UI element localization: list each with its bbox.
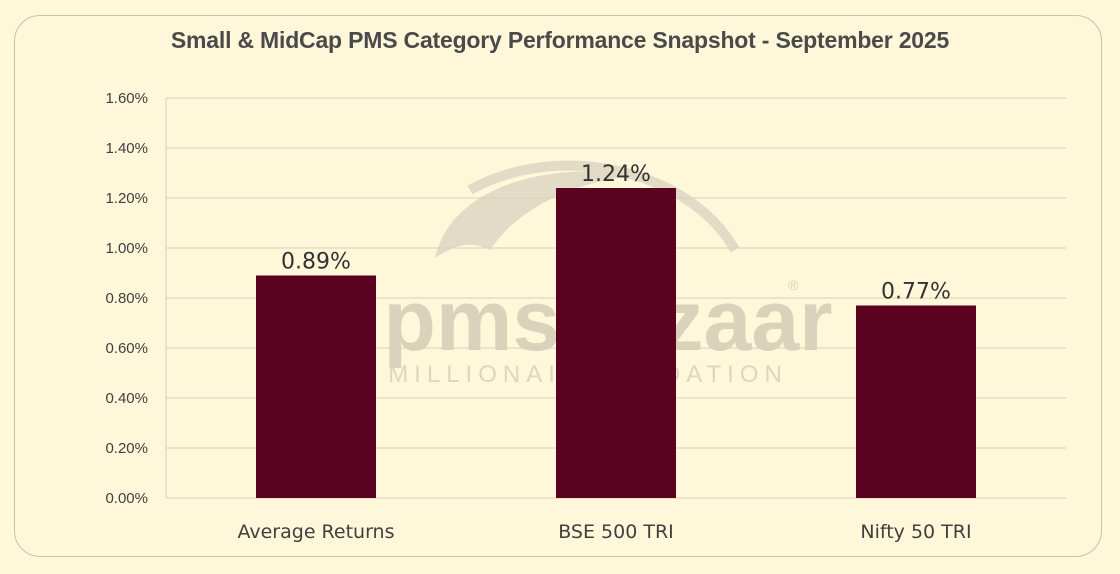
data-labels: 0.89% 1.24% 0.77%: [281, 162, 951, 305]
bars: [256, 188, 976, 498]
y-tick-label: 1.60%: [105, 90, 148, 107]
y-tick-label: 0.00%: [105, 490, 148, 507]
y-tick-label: 0.60%: [105, 340, 148, 357]
watermark-swoosh-arc: [467, 160, 740, 253]
y-tick-label: 0.40%: [105, 390, 148, 407]
x-tick-label: BSE 500 TRI: [558, 521, 674, 543]
y-tick-label: 1.20%: [105, 190, 148, 207]
data-label: 0.89%: [281, 250, 351, 275]
y-tick-label: 0.80%: [105, 290, 148, 307]
x-axis: Average Returns BSE 500 TRI Nifty 50 TRI: [237, 521, 971, 543]
data-label: 0.77%: [881, 280, 951, 305]
chart-title: Small & MidCap PMS Category Performance …: [170, 27, 950, 53]
bar: [256, 275, 376, 498]
data-label: 1.24%: [581, 162, 651, 187]
y-tick-label: 1.40%: [105, 140, 148, 157]
x-tick-label: Average Returns: [237, 521, 394, 543]
y-axis: 0.00% 0.20% 0.40% 0.60% 0.80% 1.00% 1.20% 1.40%…: [105, 90, 167, 507]
watermark-registered: ®: [788, 277, 799, 293]
watermark-swoosh: [435, 171, 640, 258]
y-tick-label: 1.00%: [105, 240, 148, 257]
y-tick-label: 0.20%: [105, 440, 148, 457]
bar: [856, 305, 976, 498]
bar: [556, 188, 676, 498]
x-tick-label: Nifty 50 TRI: [860, 521, 971, 543]
